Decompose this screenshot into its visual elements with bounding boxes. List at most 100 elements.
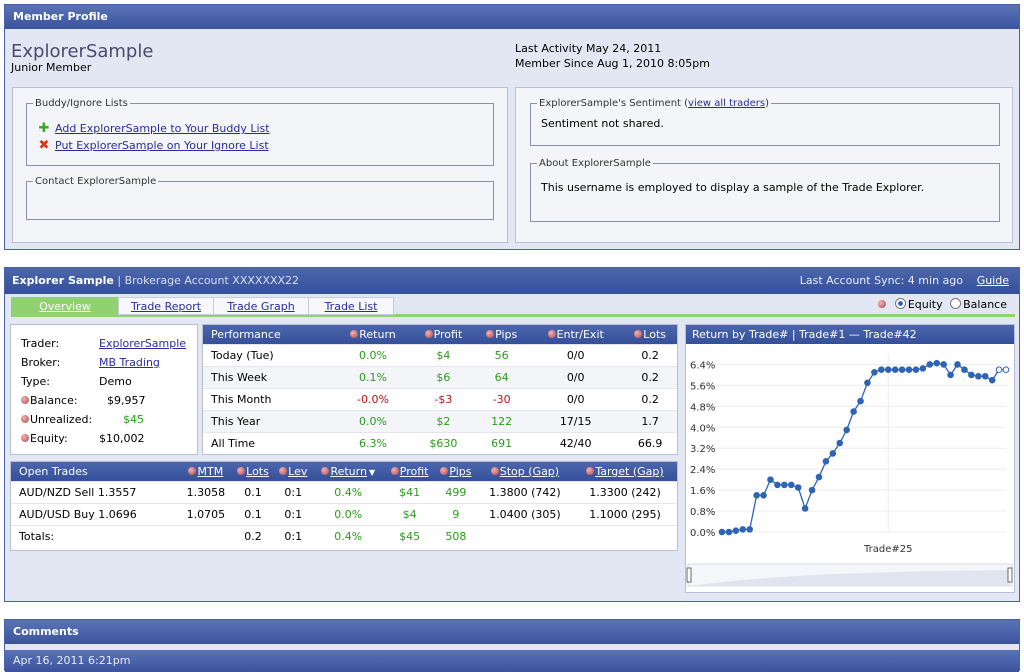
- data-point[interactable]: [974, 372, 982, 380]
- member-profile-panel: Member Profile ExplorerSample Junior Mem…: [4, 4, 1020, 250]
- return-chart-svg[interactable]: 6.4% 5.6% 4.8% 4.0% 3.2% 2.4% 1.6% 0.8% 0.0% Trad…: [686, 344, 1014, 592]
- data-point[interactable]: [794, 484, 802, 491]
- data-point[interactable]: [822, 458, 830, 465]
- info-icon[interactable]: [547, 329, 556, 338]
- data-point[interactable]: [919, 365, 927, 372]
- info-icon[interactable]: [350, 329, 359, 338]
- data-point[interactable]: [926, 361, 934, 368]
- right-profile-panel: ExplorerSample's Sentiment (view all tra…: [515, 87, 1013, 243]
- data-point[interactable]: [760, 492, 767, 499]
- info-icon[interactable]: [21, 396, 29, 404]
- data-point[interactable]: [815, 473, 823, 481]
- data-point[interactable]: [767, 476, 774, 483]
- data-point[interactable]: [718, 528, 726, 536]
- equity-radio[interactable]: [894, 298, 906, 309]
- type-label: Type:: [21, 375, 50, 388]
- trader-link[interactable]: ExplorerSample: [99, 337, 187, 350]
- navigator-right-handle[interactable]: [1007, 567, 1013, 583]
- tab-trade-report[interactable]: Trade Report: [118, 297, 214, 315]
- info-icon[interactable]: [237, 466, 246, 475]
- guide-link[interactable]: Guide: [976, 274, 1009, 287]
- data-point[interactable]: [725, 528, 733, 536]
- about-fieldset: About ExplorerSample This username is em…: [530, 158, 1000, 222]
- balance-radio[interactable]: [950, 298, 962, 309]
- y-tick-label: 0.8%: [690, 507, 715, 518]
- data-point[interactable]: [801, 505, 809, 512]
- open-trades-col-3[interactable]: Lev: [274, 462, 313, 481]
- data-point[interactable]: [871, 369, 878, 376]
- totals-row: Totals: 0.2 0:1 0.4% $45 508: [11, 524, 677, 547]
- data-point[interactable]: [884, 366, 892, 374]
- ignore-link[interactable]: Put ExplorerSample on Your Ignore List: [55, 139, 269, 152]
- data-point[interactable]: [1002, 366, 1010, 374]
- info-icon[interactable]: [21, 434, 29, 442]
- data-point[interactable]: [891, 366, 899, 374]
- sort-desc-icon[interactable]: ▼: [368, 467, 376, 477]
- data-point[interactable]: [739, 526, 747, 533]
- info-icon[interactable]: [634, 329, 643, 338]
- data-point[interactable]: [933, 359, 941, 367]
- info-icon[interactable]: [586, 466, 595, 475]
- info-icon[interactable]: [490, 466, 499, 475]
- tab-trade-graph[interactable]: Trade Graph: [213, 297, 309, 315]
- account-info: Trader: ExplorerSample Broker: MB Trading …: [10, 324, 198, 455]
- data-point[interactable]: [961, 366, 968, 374]
- info-icon[interactable]: [188, 466, 197, 475]
- open-trades-col-2[interactable]: Lots: [231, 462, 275, 481]
- open-trades-col-6[interactable]: Pips: [434, 462, 477, 481]
- tab-trade-list[interactable]: Trade List: [308, 297, 394, 315]
- performance-cell: 0.0%: [334, 343, 412, 366]
- account-info-table: Trader: ExplorerSample Broker: MB Trading …: [19, 333, 188, 449]
- broker-link[interactable]: MB Trading: [99, 356, 160, 369]
- data-point[interactable]: [968, 371, 975, 379]
- info-icon[interactable]: [486, 329, 495, 338]
- info-icon[interactable]: [321, 466, 330, 475]
- data-point[interactable]: [829, 450, 837, 457]
- trade-cell: AUD/USD Buy 1.0696: [11, 502, 180, 525]
- tab-overview[interactable]: Overview: [11, 297, 119, 315]
- open-trades-col-5[interactable]: Profit: [384, 462, 435, 481]
- data-point[interactable]: [988, 376, 996, 384]
- data-point[interactable]: [912, 366, 920, 374]
- view-all-traders-link[interactable]: view all traders: [688, 98, 766, 109]
- performance-cell: 0/0: [528, 343, 624, 366]
- balance-key: Balance:: [21, 392, 97, 409]
- data-point[interactable]: [843, 426, 850, 434]
- open-trades-col-8[interactable]: Target (Gap): [573, 462, 677, 481]
- info-icon[interactable]: [21, 415, 29, 423]
- trade-cell: 0:1: [274, 480, 313, 503]
- navigator-left-handle[interactable]: [686, 567, 692, 583]
- data-point[interactable]: [898, 366, 906, 374]
- add-buddy-link[interactable]: Add ExplorerSample to Your Buddy List: [55, 122, 270, 135]
- info-icon[interactable]: [424, 329, 433, 338]
- data-point[interactable]: [753, 492, 760, 499]
- open-trades-col-4[interactable]: Return ▼: [312, 462, 385, 481]
- cross-icon: ✖: [38, 138, 50, 153]
- performance-cell: 56: [475, 343, 529, 366]
- data-point[interactable]: [981, 372, 989, 380]
- data-point[interactable]: [995, 366, 1003, 374]
- data-point[interactable]: [940, 361, 947, 368]
- data-point[interactable]: [781, 481, 788, 489]
- data-point[interactable]: [746, 526, 754, 533]
- info-icon[interactable]: [440, 466, 449, 475]
- data-point[interactable]: [857, 397, 864, 405]
- trade-cell: $41: [384, 480, 435, 503]
- data-point[interactable]: [864, 379, 871, 387]
- data-point[interactable]: [850, 408, 857, 415]
- data-point[interactable]: [774, 481, 781, 489]
- open-trades-col-7[interactable]: Stop (Gap): [476, 462, 573, 481]
- table-row: Today (Tue) 0.0% $4 56 0/0 0.2: [203, 343, 677, 366]
- data-point[interactable]: [836, 439, 844, 447]
- data-point[interactable]: [878, 366, 885, 374]
- info-icon[interactable]: [390, 466, 399, 475]
- open-trades-col-1[interactable]: MTM: [179, 462, 232, 481]
- data-point[interactable]: [732, 527, 740, 534]
- data-point[interactable]: [787, 481, 795, 489]
- data-point[interactable]: [808, 486, 816, 494]
- info-icon[interactable]: [279, 466, 288, 475]
- data-point[interactable]: [947, 371, 954, 379]
- table-row: All Time 6.3% $630 691 42/40 66.9: [203, 431, 677, 454]
- data-point[interactable]: [954, 361, 961, 368]
- data-point[interactable]: [905, 366, 913, 374]
